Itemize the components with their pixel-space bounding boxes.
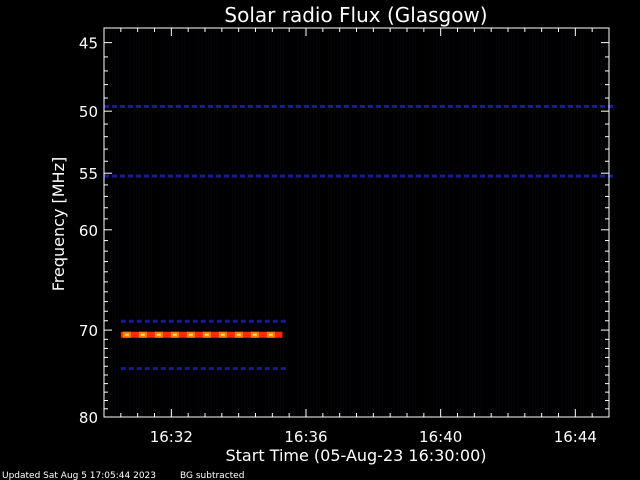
feature-band-3 (120, 319, 286, 323)
x-tick-label: 16:44 (554, 428, 597, 446)
y-tick-label: 55 (79, 165, 98, 183)
feature-band-1 (104, 174, 613, 178)
x-tick-label: 16:36 (284, 428, 327, 446)
y-tick-label: 45 (79, 35, 98, 53)
feature-band-0 (104, 104, 613, 108)
y-tick-label: 70 (79, 322, 98, 340)
background-note: BG subtracted (180, 471, 244, 480)
background-texture (106, 29, 608, 416)
feature-band-4 (120, 367, 286, 371)
y-axis-label: Frequency [MHz] (49, 157, 68, 291)
y-tick-label: 60 (79, 222, 98, 240)
x-tick-label: 16:40 (419, 428, 462, 446)
feature-band-2 (120, 331, 283, 338)
x-axis-label: Start Time (05-Aug-23 16:30:00) (226, 446, 487, 465)
y-tick-label: 80 (79, 409, 98, 427)
y-tick-label: 50 (79, 103, 98, 121)
axis-ticks: 45 50 55 60 70 80 16:32 16:36 16:40 16:44 (79, 28, 610, 446)
updated-timestamp: Updated Sat Aug 5 17:05:44 2023 (2, 471, 156, 480)
chart-title: Solar radio Flux (Glasgow) (224, 3, 487, 27)
spectrogram-data-layer (104, 29, 613, 416)
x-tick-label: 16:32 (150, 428, 193, 446)
